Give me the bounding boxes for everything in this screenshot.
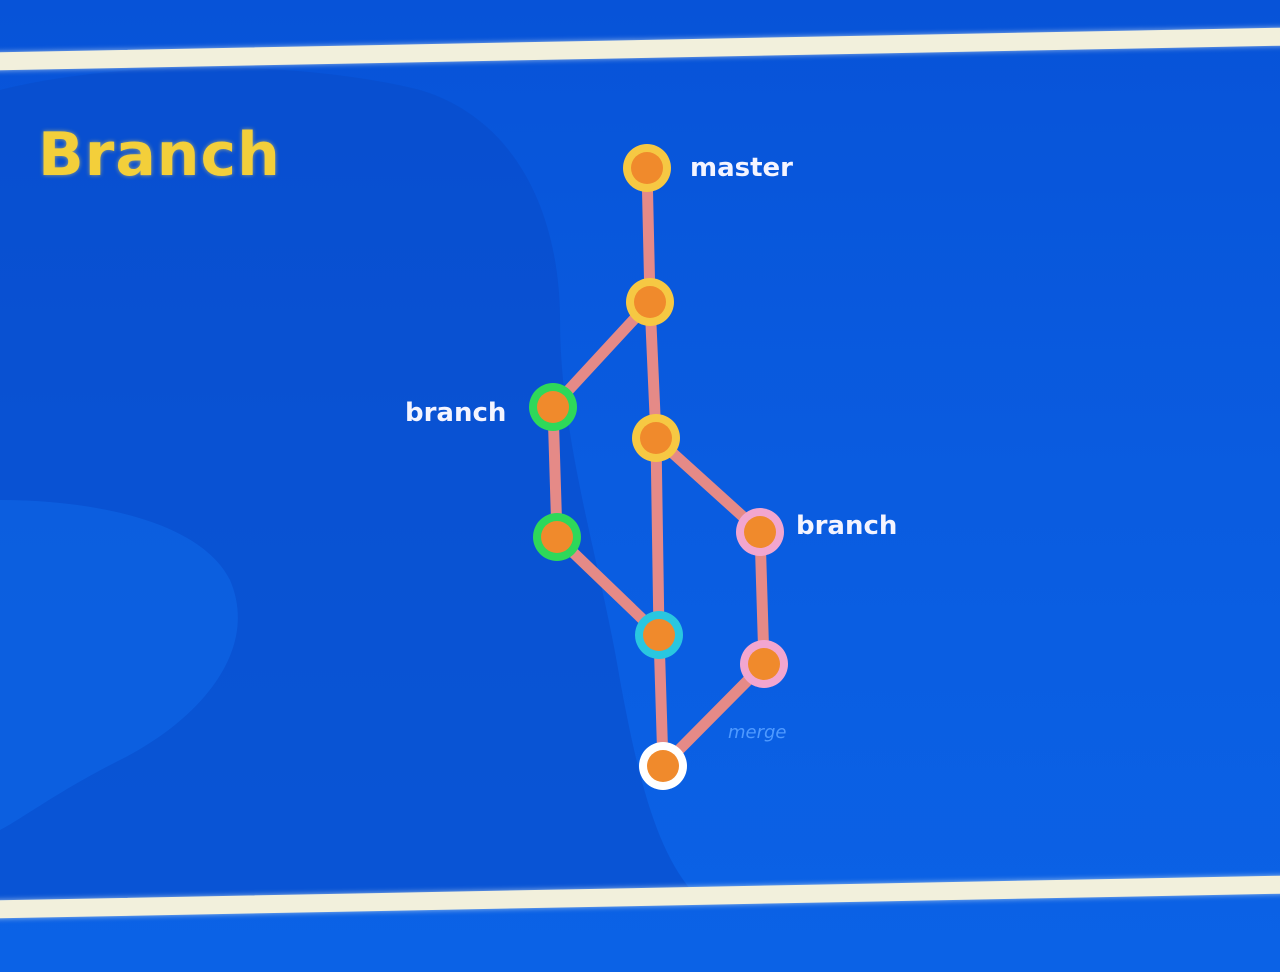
commit-right-branch-1-dot: [744, 516, 776, 548]
commit-left-branch-2: [533, 513, 581, 561]
label-merge: merge: [728, 722, 787, 743]
graph-edges: [547, 162, 770, 772]
commit-merge-result-dot: [647, 750, 679, 782]
commit-master-head-dot: [631, 152, 663, 184]
commit-left-branch-1: [529, 383, 577, 431]
commit-merge-target: [635, 611, 683, 659]
commit-master-3: [632, 414, 680, 462]
commit-merge-target-dot: [643, 619, 675, 651]
label-branch-left: branch: [405, 398, 506, 428]
commit-master-3-dot: [640, 422, 672, 454]
commit-right-branch-2: [740, 640, 788, 688]
slide-title: Branch: [38, 120, 281, 190]
edge-m3-mt: [650, 432, 665, 641]
commit-master-2-dot: [634, 286, 666, 318]
commit-left-branch-1-dot: [537, 391, 569, 423]
commit-right-branch-2-dot: [748, 648, 780, 680]
commit-left-branch-2-dot: [541, 521, 573, 553]
commit-master-2: [626, 278, 674, 326]
commit-right-branch-1: [736, 508, 784, 556]
graph-nodes: [529, 144, 788, 790]
commit-merge-result: [639, 742, 687, 790]
label-master: master: [690, 153, 793, 183]
label-branch-right: branch: [796, 511, 897, 541]
commit-master-head: [623, 144, 671, 192]
